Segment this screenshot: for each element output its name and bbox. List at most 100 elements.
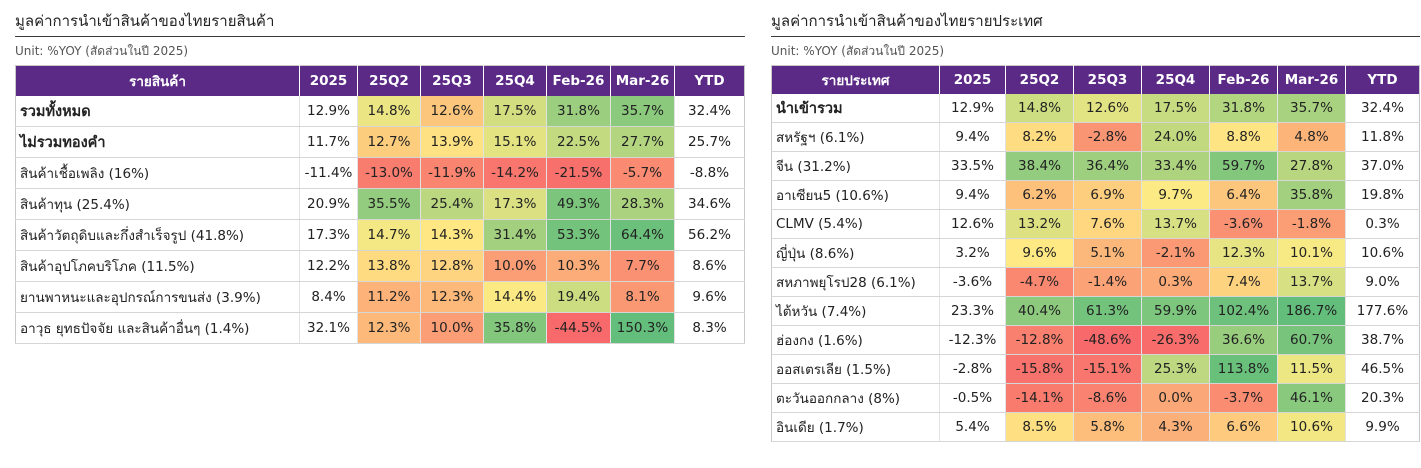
value-cell: 64.4%	[610, 219, 675, 251]
value-cell: 5.4%	[939, 412, 1006, 442]
column-header: YTD	[1345, 65, 1420, 94]
value-cell: 12.8%	[420, 250, 484, 282]
value-cell: 12.7%	[357, 126, 421, 158]
value-cell: -12.3%	[939, 325, 1006, 355]
table-row: ญี่ปุ่น (8.6%) 3.2% 9.6% 5.1% -2.1% 12.3% 10.1…	[771, 238, 1420, 268]
value-cell: 10.0%	[420, 312, 484, 344]
value-cell: -12.8%	[1005, 325, 1074, 355]
column-header: 2025	[939, 65, 1006, 94]
column-header: 25Q2	[357, 65, 421, 96]
value-cell: 35.8%	[483, 312, 547, 344]
row-label: ญี่ปุ่น (8.6%)	[771, 238, 940, 268]
value-cell: 13.7%	[1141, 209, 1210, 239]
value-cell: 6.9%	[1073, 180, 1142, 210]
value-cell: -11.4%	[299, 157, 358, 189]
product-import-table: รายสินค้า 2025 25Q2 25Q3 25Q4 Feb-26 Mar-26 YTD…	[15, 65, 745, 344]
value-cell: 11.8%	[1345, 122, 1420, 152]
value-cell: -48.6%	[1073, 325, 1142, 355]
table-row: สหภาพยุโรป28 (6.1%) -3.6% -4.7% -1.4% 0.3% 7.…	[771, 267, 1420, 297]
value-cell: 102.4%	[1209, 296, 1278, 326]
value-cell: 12.6%	[1073, 94, 1142, 123]
value-cell: 4.3%	[1141, 412, 1210, 442]
panel-title: มูลค่าการนำเข้าสินค้าของไทยรายประเทศ	[771, 6, 1420, 37]
row-label: สหรัฐฯ (6.1%)	[771, 122, 940, 152]
value-cell: 10.1%	[1277, 238, 1346, 268]
value-cell: 12.3%	[357, 312, 421, 344]
value-cell: 19.8%	[1345, 180, 1420, 210]
value-cell: 13.7%	[1277, 267, 1346, 297]
row-label: รวมทั้งหมด	[15, 96, 300, 127]
value-cell: 13.8%	[357, 250, 421, 282]
value-cell: 113.8%	[1209, 354, 1278, 384]
value-cell: -15.1%	[1073, 354, 1142, 384]
value-cell: -15.8%	[1005, 354, 1074, 384]
value-cell: 12.6%	[420, 96, 484, 127]
value-cell: 40.4%	[1005, 296, 1074, 326]
value-cell: 10.0%	[483, 250, 547, 282]
value-cell: 56.2%	[674, 219, 745, 251]
value-cell: 8.2%	[1005, 122, 1074, 152]
table-row: ฮ่องกง (1.6%) -12.3% -12.8% -48.6% -26.3% 36.…	[771, 325, 1420, 355]
value-cell: 9.4%	[939, 122, 1006, 152]
value-cell: 61.3%	[1073, 296, 1142, 326]
row-label: สินค้าวัตถุดิบและกึ่งสำเร็จรูป (41.8%)	[15, 219, 300, 251]
value-cell: 33.5%	[939, 151, 1006, 181]
value-cell: 34.6%	[674, 188, 745, 220]
value-cell: -44.5%	[546, 312, 611, 344]
value-cell: 59.9%	[1141, 296, 1210, 326]
value-cell: 15.1%	[483, 126, 547, 158]
value-cell: 38.7%	[1345, 325, 1420, 355]
value-cell: 0.0%	[1141, 383, 1210, 413]
value-cell: -0.5%	[939, 383, 1006, 413]
value-cell: -4.7%	[1005, 267, 1074, 297]
value-cell: 32.4%	[674, 96, 745, 127]
value-cell: 46.5%	[1345, 354, 1420, 384]
table-row: ออสเตรเลีย (1.5%) -2.8% -15.8% -15.1% 25.3% 1…	[771, 354, 1420, 384]
row-label: สหภาพยุโรป28 (6.1%)	[771, 267, 940, 297]
value-cell: 8.5%	[1005, 412, 1074, 442]
value-cell: 5.1%	[1073, 238, 1142, 268]
panel-title: มูลค่าการนำเข้าสินค้าของไทยรายสินค้า	[15, 6, 745, 37]
table-row: สินค้าวัตถุดิบและกึ่งสำเร็จรูป (41.8%) 17…	[15, 219, 745, 251]
value-cell: 12.3%	[1209, 238, 1278, 268]
value-cell: 31.8%	[1209, 94, 1278, 123]
value-cell: -14.1%	[1005, 383, 1074, 413]
value-cell: -13.0%	[357, 157, 421, 189]
row-label: สินค้าอุปโภคบริโภค (11.5%)	[15, 250, 300, 282]
table-row: ไม่รวมทองคำ 11.7% 12.7% 13.9% 15.1% 22.5% 27.7…	[15, 126, 745, 158]
value-cell: 31.8%	[546, 96, 611, 127]
value-cell: 12.6%	[939, 209, 1006, 239]
value-cell: 35.7%	[610, 96, 675, 127]
value-cell: 35.7%	[1277, 94, 1346, 123]
value-cell: 37.0%	[1345, 151, 1420, 181]
value-cell: -2.1%	[1141, 238, 1210, 268]
value-cell: 32.1%	[299, 312, 358, 344]
value-cell: 28.3%	[610, 188, 675, 220]
table-row: สินค้าทุน (25.4%) 20.9% 35.5% 25.4% 17.3% 49.…	[15, 188, 745, 220]
value-cell: 33.4%	[1141, 151, 1210, 181]
column-header: 25Q4	[483, 65, 547, 96]
value-cell: 8.3%	[674, 312, 745, 344]
table-row: สินค้าเชื้อเพลิง (16%) -11.4% -13.0% -11.9%…	[15, 157, 745, 189]
value-cell: 12.9%	[939, 94, 1006, 123]
row-label: ฮ่องกง (1.6%)	[771, 325, 940, 355]
value-cell: 150.3%	[610, 312, 675, 344]
column-header: Mar-26	[610, 65, 675, 96]
value-cell: 12.3%	[420, 281, 484, 313]
value-cell: 13.2%	[1005, 209, 1074, 239]
value-cell: 9.6%	[674, 281, 745, 313]
value-cell: -21.5%	[546, 157, 611, 189]
value-cell: 31.4%	[483, 219, 547, 251]
value-cell: 60.7%	[1277, 325, 1346, 355]
value-cell: 23.3%	[939, 296, 1006, 326]
value-cell: 7.6%	[1073, 209, 1142, 239]
value-cell: 10.3%	[546, 250, 611, 282]
value-cell: 6.2%	[1005, 180, 1074, 210]
value-cell: -3.6%	[939, 267, 1006, 297]
value-cell: 6.6%	[1209, 412, 1278, 442]
panel-unit: Unit: %YOY (สัดส่วนในปี 2025)	[15, 44, 189, 58]
value-cell: 10.6%	[1277, 412, 1346, 442]
value-cell: 10.6%	[1345, 238, 1420, 268]
row-label: อาเซียน5 (10.6%)	[771, 180, 940, 210]
value-cell: 27.7%	[610, 126, 675, 158]
